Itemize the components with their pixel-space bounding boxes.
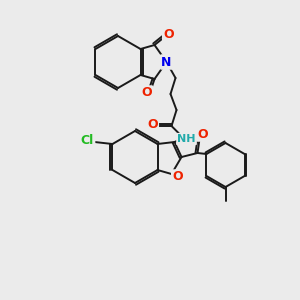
Text: NH: NH [177,134,196,144]
Text: Cl: Cl [81,134,94,148]
Text: O: O [147,118,158,131]
Text: N: N [161,56,172,68]
Text: O: O [172,170,183,184]
Text: O: O [197,128,208,140]
Text: O: O [163,28,174,41]
Text: O: O [141,86,152,100]
